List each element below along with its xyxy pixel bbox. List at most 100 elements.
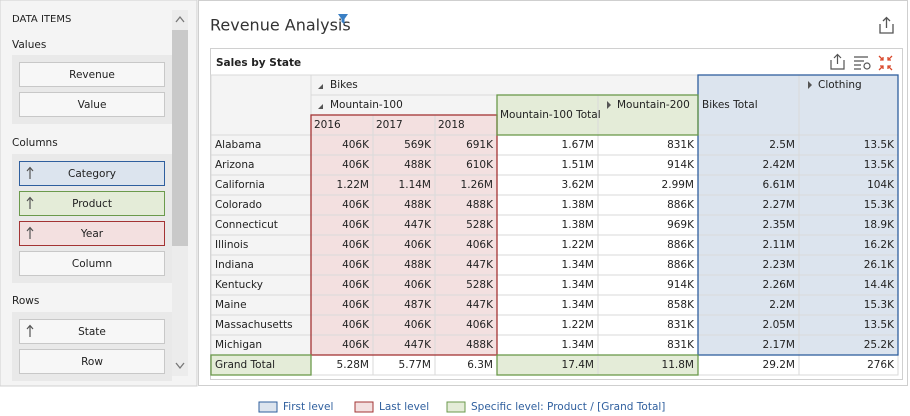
data-item[interactable] — [19, 191, 165, 216]
section-label: Rows — [12, 295, 39, 307]
export-icon[interactable] — [879, 16, 894, 34]
column-header: Bikes — [330, 79, 358, 91]
cell-text: 2.5M — [769, 139, 795, 151]
maximize-icon[interactable] — [878, 55, 893, 71]
cell-text: 406K — [342, 299, 370, 311]
cell-text: 406K — [404, 239, 432, 251]
cell-text: 406K — [342, 279, 370, 291]
cell-text: 13.5K — [864, 319, 895, 331]
data-item[interactable] — [19, 319, 165, 344]
data-item-label: State — [78, 326, 106, 338]
cell-text: 15.3K — [864, 199, 895, 211]
data-item[interactable] — [19, 221, 165, 246]
legend-label: Last level — [379, 401, 429, 413]
data-item[interactable] — [19, 251, 165, 276]
cell-text: 406K — [466, 239, 494, 251]
row-header: California — [215, 179, 265, 191]
cell-text: 406K — [342, 319, 370, 331]
cell-text: 13.5K — [864, 159, 895, 171]
sort-arrow — [26, 196, 34, 209]
data-item-label: Column — [72, 258, 112, 270]
data-item[interactable] — [19, 92, 165, 117]
collapse-icon[interactable] — [318, 84, 323, 89]
cell-text: 1.34M — [562, 279, 594, 291]
cell-text: 406K — [466, 319, 494, 331]
cell-text: 15.3K — [864, 299, 895, 311]
data-item-label: Value — [78, 99, 107, 111]
cell-text: 1.22M — [562, 319, 594, 331]
column-header: 2017 — [376, 119, 403, 131]
expand-icon[interactable] — [607, 101, 611, 109]
pivot-filter-icon[interactable] — [854, 56, 868, 70]
cell-text: 6.61M — [763, 179, 795, 191]
cell-text: 1.14M — [399, 179, 431, 191]
cell-text: 1.38M — [562, 199, 594, 211]
first-level-highlight — [697, 74, 899, 356]
cell-text: 6.3M — [467, 359, 493, 371]
expand-icon[interactable] — [808, 81, 812, 89]
specific-level-highlight — [496, 94, 699, 136]
cell-text: 2.42M — [763, 159, 795, 171]
cell-text: 831K — [667, 139, 695, 151]
scroll-down[interactable] — [175, 362, 185, 370]
cell-text: 16.2K — [864, 239, 895, 251]
sort-arrow — [26, 166, 34, 179]
cell-text: 2.2M — [769, 299, 795, 311]
pivot-export-icon[interactable] — [830, 53, 845, 70]
cell-text: 13.5K — [864, 139, 895, 151]
section-label: Values — [12, 39, 46, 51]
filter-icon[interactable] — [338, 14, 348, 24]
cell-text: 2.26M — [763, 279, 795, 291]
data-item[interactable] — [19, 349, 165, 374]
cell — [496, 94, 599, 136]
cell-text: 488K — [404, 159, 432, 171]
scroll-thumb[interactable] — [172, 30, 188, 246]
row-header: Illinois — [215, 239, 248, 251]
cell-text: 914K — [667, 279, 695, 291]
sort-arrow — [26, 226, 34, 239]
cell-text: 406K — [342, 159, 370, 171]
column-header: Mountain-200 — [617, 99, 690, 111]
cell-text: 610K — [466, 159, 494, 171]
cell-text: 1.34M — [562, 299, 594, 311]
specific-level-highlight — [496, 354, 699, 376]
cell-text: 29.2M — [763, 359, 795, 371]
cell-text: 1.38M — [562, 219, 594, 231]
cell-text: 2.35M — [763, 219, 795, 231]
collapse-icon[interactable] — [318, 104, 323, 109]
cell-text: 488K — [404, 199, 432, 211]
sidebar-title: DATA ITEMS — [12, 14, 71, 25]
cell-text: 406K — [342, 259, 370, 271]
legend-swatch — [354, 401, 374, 413]
cell-text: 406K — [342, 199, 370, 211]
cell-text: 406K — [342, 339, 370, 351]
cell-text: 406K — [342, 139, 370, 151]
cell-text: 831K — [667, 319, 695, 331]
row-header: Indiana — [215, 259, 254, 271]
cell-text: 406K — [342, 239, 370, 251]
column-header: 2018 — [438, 119, 465, 131]
cell-text: 1.34M — [562, 259, 594, 271]
cell-text: 488K — [404, 259, 432, 271]
cell-text: 914K — [667, 159, 695, 171]
scroll-up[interactable] — [175, 15, 185, 23]
cell-text: 2.23M — [763, 259, 795, 271]
data-item[interactable] — [19, 161, 165, 186]
cell-text: 11.8M — [662, 359, 694, 371]
specific-level-highlight — [210, 354, 312, 376]
cell-text: 447K — [404, 219, 432, 231]
cell-text: 447K — [466, 299, 494, 311]
column-header: Mountain-100 Total — [500, 109, 601, 121]
pivot-filter-icon-lens — [863, 62, 871, 70]
cell-text: 2.05M — [763, 319, 795, 331]
data-item[interactable] — [19, 62, 165, 87]
legend-swatch — [446, 401, 466, 413]
cell-text: 447K — [466, 259, 494, 271]
legend-label: Specific level: Product / [Grand Total] — [471, 401, 665, 413]
row-header: Arizona — [215, 159, 254, 171]
row-header: Colorado — [215, 199, 262, 211]
cell-text: 406K — [404, 319, 432, 331]
cell-text: 1.26M — [461, 179, 493, 191]
cell-text: 858K — [667, 299, 695, 311]
cell-text: 1.51M — [562, 159, 594, 171]
